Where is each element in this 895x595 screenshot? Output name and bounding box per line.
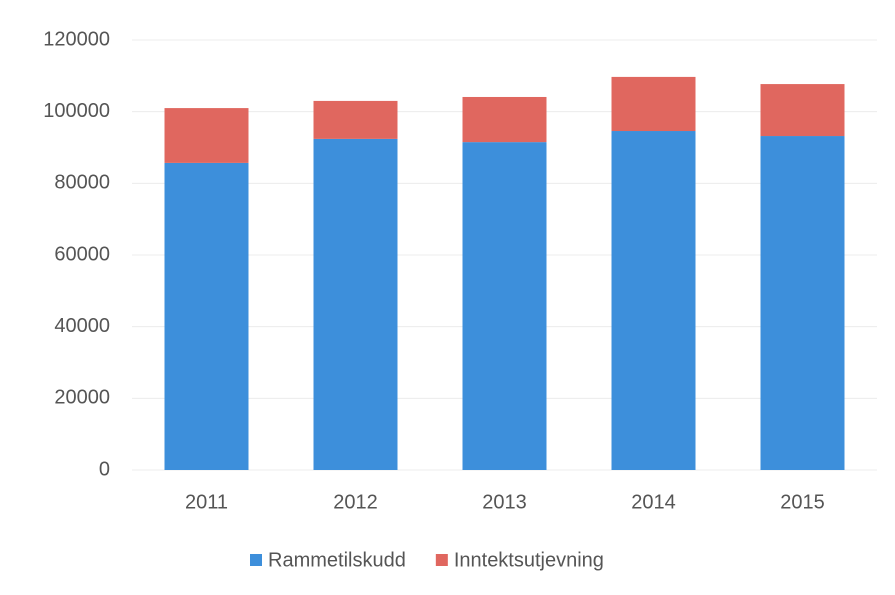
legend-label: Inntektsutjevning <box>454 549 604 571</box>
bar-segment <box>164 108 249 163</box>
bar-segment <box>164 162 249 471</box>
y-tick-label: 60000 <box>54 243 110 265</box>
y-tick-label: 120000 <box>43 28 110 50</box>
x-tick-label: 2012 <box>333 491 378 513</box>
legend-swatch <box>435 554 448 566</box>
bar-segment <box>760 84 845 137</box>
y-tick-label: 20000 <box>54 387 110 409</box>
bar-segment <box>313 138 398 470</box>
x-tick-label: 2015 <box>780 491 825 513</box>
bar-segment <box>462 142 547 470</box>
legend-swatch <box>250 554 262 566</box>
bar-segment <box>462 96 547 143</box>
y-tick-label: 100000 <box>43 100 110 122</box>
bar-segment <box>313 100 398 139</box>
y-tick-label: 80000 <box>54 172 110 194</box>
x-tick-label: 2013 <box>482 491 527 513</box>
bar-segment <box>611 131 696 470</box>
bar-segment <box>760 136 845 471</box>
y-tick-label: 0 <box>99 458 110 480</box>
y-tick-label: 40000 <box>54 315 110 337</box>
legend-label: Rammetilskudd <box>268 549 406 571</box>
bar-segment <box>611 76 696 132</box>
x-tick-label: 2011 <box>185 491 228 513</box>
x-tick-label: 2014 <box>631 491 676 513</box>
